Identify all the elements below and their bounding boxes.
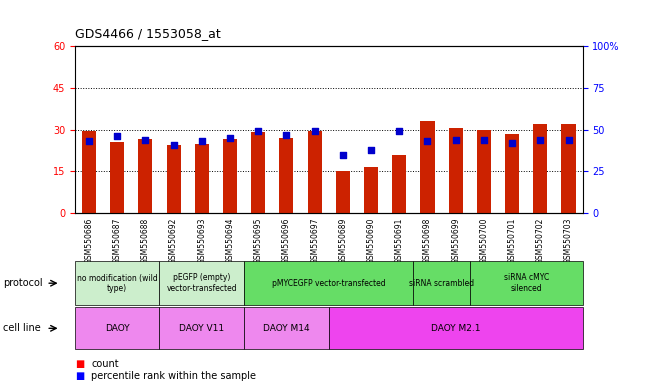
Text: percentile rank within the sample: percentile rank within the sample (91, 371, 256, 381)
Text: siRNA cMYC
silenced: siRNA cMYC silenced (504, 273, 549, 293)
Text: siRNA scrambled: siRNA scrambled (409, 279, 474, 288)
Point (478, 137, 489, 143)
Text: DAOY V11: DAOY V11 (179, 324, 225, 333)
Text: DAOY M14: DAOY M14 (263, 324, 310, 333)
Text: count: count (91, 359, 118, 369)
Bar (139, 139, 152, 213)
Bar (505, 134, 519, 213)
Point (366, 147, 376, 153)
Bar (195, 144, 209, 213)
Text: ■: ■ (75, 359, 84, 369)
Bar (223, 139, 237, 213)
Bar (279, 138, 294, 213)
Bar (392, 155, 406, 213)
Point (84, 138, 94, 144)
Point (535, 137, 546, 143)
Bar (82, 131, 96, 213)
Point (112, 133, 122, 139)
Point (507, 140, 518, 146)
Bar (533, 124, 547, 213)
Text: cell line: cell line (3, 323, 41, 333)
Text: pEGFP (empty)
vector-transfected: pEGFP (empty) vector-transfected (167, 273, 237, 293)
Bar (421, 121, 435, 213)
Text: no modification (wild
type): no modification (wild type) (77, 273, 158, 293)
Text: DAOY: DAOY (105, 324, 130, 333)
Bar (449, 128, 463, 213)
Point (253, 128, 264, 134)
Point (197, 138, 207, 144)
Bar (307, 131, 322, 213)
Bar (477, 130, 491, 213)
Text: DAOY M2.1: DAOY M2.1 (431, 324, 480, 333)
Bar (110, 142, 124, 213)
Point (225, 135, 235, 141)
Bar (561, 124, 575, 213)
Point (309, 128, 320, 134)
Point (422, 138, 433, 144)
Bar (167, 145, 181, 213)
Point (281, 132, 292, 138)
Bar (251, 132, 266, 213)
Text: protocol: protocol (3, 278, 43, 288)
Point (563, 137, 574, 143)
Text: ■: ■ (75, 371, 84, 381)
Text: GDS4466 / 1553058_at: GDS4466 / 1553058_at (75, 27, 221, 40)
Point (338, 152, 348, 158)
Bar (336, 171, 350, 213)
Point (450, 137, 461, 143)
Point (394, 128, 404, 134)
Text: pMYCEGFP vector-transfected: pMYCEGFP vector-transfected (272, 279, 385, 288)
Point (169, 142, 179, 148)
Point (140, 137, 150, 143)
Bar (364, 167, 378, 213)
